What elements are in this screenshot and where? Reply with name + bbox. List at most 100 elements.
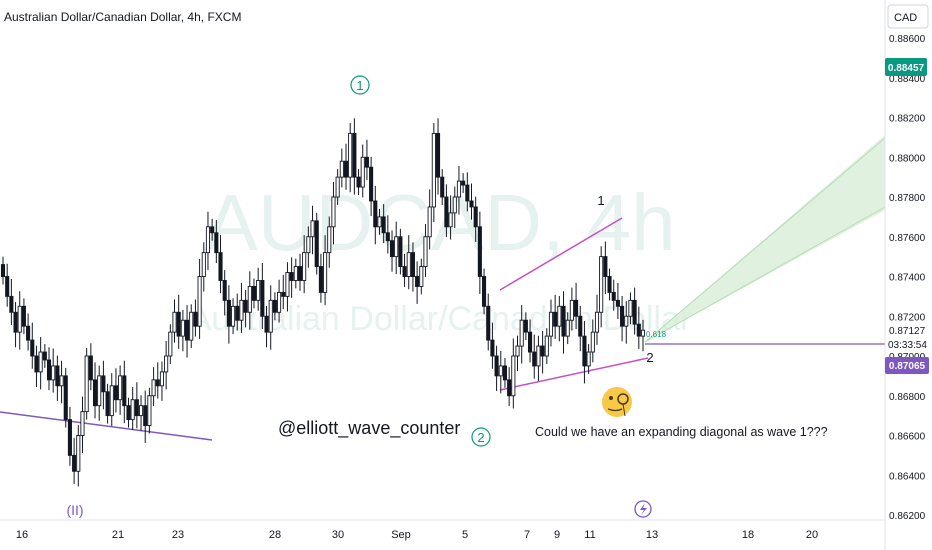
- candle-body: [494, 355, 499, 377]
- candle-body: [540, 345, 545, 357]
- candle-body: [498, 365, 503, 377]
- candle-body: [410, 252, 415, 277]
- candle-body: [97, 375, 102, 407]
- candle-body: [364, 156, 369, 168]
- candle-body: [394, 236, 399, 258]
- candle-body: [511, 355, 516, 397]
- candle-body: [9, 295, 14, 313]
- candle-body: [548, 311, 554, 337]
- price-tick-label: 0.86400: [889, 471, 926, 482]
- current-price: 0.87127: [889, 326, 926, 337]
- candle-body: [415, 276, 420, 287]
- time-tick-label: 23: [172, 529, 184, 541]
- sub-wave-2-label: 2: [646, 350, 653, 365]
- purple-price-value: 0.87065: [889, 361, 926, 372]
- candle-body: [101, 375, 106, 393]
- candle-body: [235, 305, 240, 321]
- candle-body: [310, 220, 315, 238]
- candle-body: [502, 365, 508, 381]
- candle-body: [251, 285, 257, 301]
- candle-body: [30, 339, 35, 357]
- time-tick-label: 11: [584, 529, 595, 541]
- diagonal-upper-line[interactable]: [499, 217, 623, 291]
- candle-body: [67, 419, 72, 456]
- candle-body: [5, 276, 10, 297]
- candle-body: [624, 315, 629, 327]
- candle-body: [314, 220, 319, 268]
- candle-body: [507, 379, 512, 397]
- candle-body: [515, 345, 520, 357]
- candle-body: [528, 331, 533, 353]
- candle-body: [218, 252, 223, 281]
- price-tick-label: 0.86200: [889, 511, 926, 522]
- candle-body: [306, 236, 311, 254]
- price-tick-label: 0.86600: [889, 432, 926, 443]
- candle-body: [490, 339, 495, 357]
- candle-body: [143, 405, 148, 427]
- candle-body: [63, 375, 68, 421]
- candle-body: [423, 236, 428, 268]
- candle-body: [377, 216, 382, 228]
- time-tick-label: 16: [16, 529, 28, 541]
- candle-body: [205, 226, 211, 254]
- candle-body: [193, 311, 198, 327]
- time-tick-label: 21: [112, 529, 124, 541]
- candle-body: [381, 216, 386, 234]
- candle-body: [632, 299, 637, 325]
- candle-body: [180, 319, 185, 337]
- candle-body: [84, 355, 89, 413]
- currency-box[interactable]: CAD: [887, 4, 929, 29]
- candle-body: [201, 252, 206, 277]
- candle-body: [151, 379, 156, 397]
- candle-body: [636, 323, 641, 337]
- candle-body: [34, 355, 39, 373]
- candle-body: [243, 299, 248, 313]
- candle-body: [373, 200, 378, 228]
- candle-body: [348, 132, 353, 178]
- candle-body: [327, 226, 332, 254]
- candle-body: [130, 399, 135, 421]
- candle-body: [293, 266, 298, 281]
- candle-body: [88, 355, 93, 381]
- candle-body: [113, 385, 118, 401]
- candle-body: [214, 232, 219, 254]
- candle-body: [13, 311, 18, 333]
- candle-body: [553, 311, 558, 327]
- candle-body: [473, 206, 478, 228]
- candle-body: [51, 365, 56, 381]
- candle-body: [226, 299, 231, 327]
- candle-body: [339, 160, 344, 178]
- candle-body: [402, 266, 407, 277]
- lightning-icon[interactable]: [634, 500, 652, 518]
- candle-body: [109, 385, 114, 417]
- currency-label: CAD: [894, 12, 917, 24]
- time-tick-label: 9: [554, 529, 560, 541]
- candle-body: [59, 375, 64, 387]
- candle-body: [159, 371, 165, 387]
- fib-label: 0.618: [646, 330, 667, 339]
- price-tick-label: 0.86800: [889, 392, 926, 403]
- price-axis[interactable]: 0.862000.864000.866000.868000.870000.872…: [889, 34, 926, 522]
- time-axis[interactable]: 16 21 23 28 30 Sep 5 7 9 11 13 18 20: [16, 529, 818, 541]
- candle-body: [569, 299, 574, 321]
- candle-body: [557, 305, 562, 327]
- candle-body: [239, 299, 244, 321]
- candle-body: [335, 176, 340, 198]
- bar-countdown: 03:33:54: [888, 340, 927, 351]
- candle-body: [611, 291, 616, 301]
- diagonal-lower-line[interactable]: [499, 357, 649, 391]
- candle-body: [222, 280, 227, 301]
- candle-body: [42, 351, 47, 361]
- candle-body: [582, 335, 587, 367]
- candle-body: [369, 166, 374, 202]
- candle-body: [247, 285, 252, 313]
- wave-2-circled-label: 2: [477, 430, 484, 445]
- candle-body: [210, 226, 215, 234]
- candle-body: [519, 319, 524, 347]
- candle-body: [523, 319, 528, 333]
- watermark-symbol: AUDCAD, 4h: [204, 178, 675, 267]
- wave-II-trendline[interactable]: [0, 411, 213, 441]
- question-text: Could we have an expanding diagonal as w…: [535, 425, 828, 439]
- wave-1-circle: [350, 75, 370, 95]
